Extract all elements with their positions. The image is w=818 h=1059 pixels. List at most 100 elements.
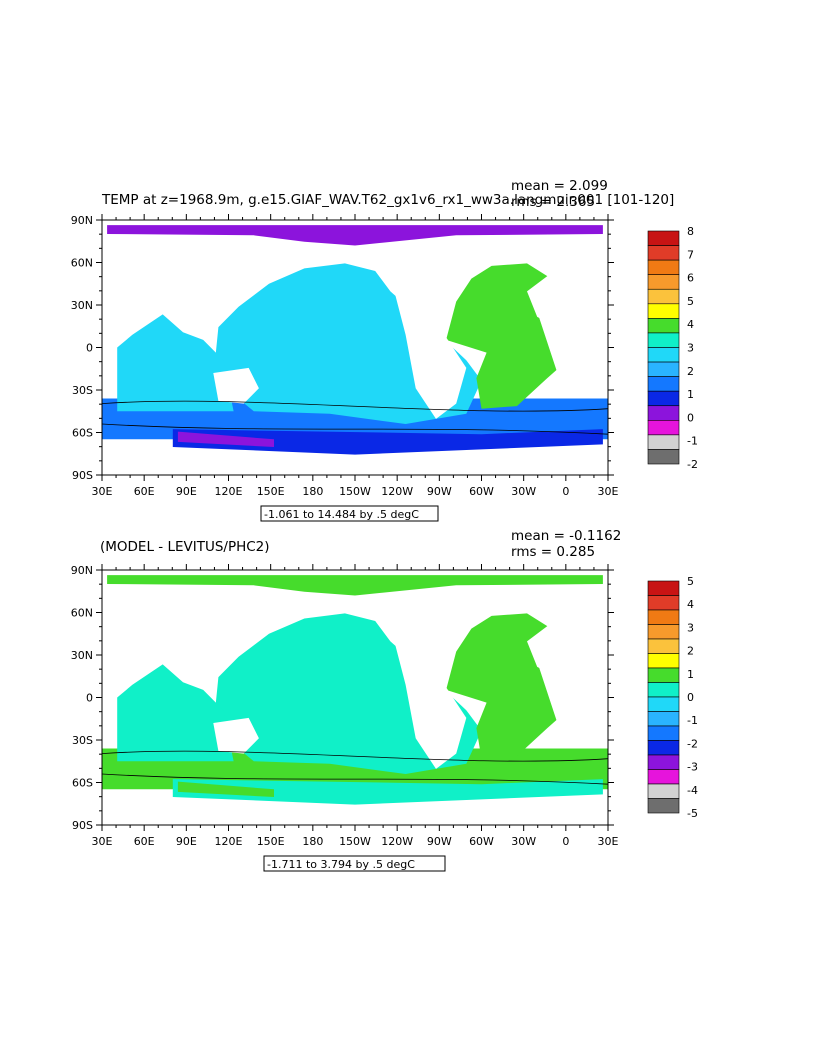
- lon-label: 120W: [381, 485, 413, 498]
- colorbar-swatch: [647, 274, 680, 290]
- lon-label: 150E: [257, 485, 285, 498]
- atlantic-ocean-region: [446, 263, 573, 409]
- lat-label: 0: [86, 342, 93, 355]
- lat-label: 30N: [71, 649, 93, 662]
- colorbar-label: 8: [687, 225, 694, 238]
- colorbar-label: 2: [687, 645, 694, 658]
- rms-label: rms = 0.285: [511, 544, 595, 560]
- antarctic-region: [172, 429, 603, 455]
- colorbar-swatch: [647, 376, 680, 392]
- colorbar-label: 3: [687, 621, 694, 634]
- lon-label: 180: [302, 835, 323, 848]
- lat-label: 60S: [72, 777, 93, 790]
- colorbar-swatch: [647, 303, 680, 319]
- land-mask: [172, 600, 269, 672]
- colorbar-label: -2: [687, 458, 698, 471]
- lat-label: 90N: [71, 214, 93, 227]
- ocean-field: [102, 225, 608, 455]
- land-mask: [537, 646, 603, 729]
- colorbar-label: 4: [687, 318, 694, 331]
- colorbar-swatch: [647, 667, 680, 683]
- colorbar-swatch: [647, 332, 680, 348]
- colorbar-label: 1: [687, 668, 694, 681]
- colorbar-swatch: [647, 420, 680, 436]
- colorbar-swatch: [647, 405, 680, 421]
- colorbar-swatch: [647, 798, 680, 814]
- colorbar-label: 6: [687, 272, 694, 285]
- ocean-field: [102, 575, 608, 805]
- land-mask: [390, 265, 467, 419]
- lat-label: 90S: [72, 469, 93, 482]
- lon-label: 180: [302, 485, 323, 498]
- colorbar-label: 3: [687, 342, 694, 355]
- colorbar-swatch: [647, 595, 680, 611]
- colorbar-swatch: [647, 347, 680, 363]
- pacific-ocean-region: [213, 263, 482, 424]
- colorbar-swatch: [647, 390, 680, 407]
- lon-label: 120E: [215, 835, 243, 848]
- colorbar-swatch: [647, 580, 680, 596]
- colorbar-label: -5: [687, 807, 698, 820]
- contour-line: [102, 773, 608, 785]
- colorbar: 8 7 6 5 4 3 2 1 0 -1 -2: [647, 225, 698, 471]
- lon-label: 120W: [381, 835, 413, 848]
- colorbar-swatch: [647, 288, 680, 305]
- land-mask: [213, 367, 259, 404]
- colorbar-label: 5: [687, 295, 694, 308]
- colorbar-swatch: [647, 609, 680, 625]
- colorbar-swatch: [647, 449, 680, 465]
- lon-label: 90E: [176, 835, 197, 848]
- contour-line: [102, 423, 608, 435]
- lat-label: 30N: [71, 299, 93, 312]
- lon-label: 60E: [134, 835, 155, 848]
- pacific-ocean-region: [213, 613, 482, 774]
- lon-label: 150E: [257, 835, 285, 848]
- colorbar-label: 2: [687, 365, 694, 378]
- arctic-ocean-region: [107, 225, 603, 246]
- indian-ocean-region: [117, 664, 234, 762]
- land-mask: [102, 265, 183, 333]
- lat-label: 90N: [71, 564, 93, 577]
- colorbar-swatch: [647, 653, 680, 669]
- colorbar-swatch: [647, 230, 680, 246]
- panel-title: (MODEL - LEVITUS/PHC2): [100, 539, 270, 555]
- lon-label: 30W: [511, 485, 536, 498]
- lon-label: 30E: [92, 835, 113, 848]
- colorbar-label: 7: [687, 248, 694, 261]
- colorbar-swatch: [647, 696, 680, 712]
- colorbar-label: -3: [687, 761, 698, 774]
- lon-label: 60E: [134, 485, 155, 498]
- colorbar-label: -1: [687, 435, 698, 448]
- range-label: -1.061 to 14.484 by .5 degC: [264, 508, 419, 521]
- lon-label: 150W: [339, 835, 371, 848]
- lat-label: 60N: [71, 607, 93, 620]
- lon-label: 90W: [427, 485, 452, 498]
- atlantic-ocean-region: [446, 613, 573, 759]
- land-mask: [390, 615, 467, 769]
- lon-label: 150W: [339, 485, 371, 498]
- mean-label: mean = 2.099: [511, 178, 608, 194]
- colorbar-swatch: [647, 754, 680, 770]
- contour-line: [102, 750, 608, 762]
- colorbar-swatch: [647, 361, 680, 377]
- colorbar-label: -1: [687, 714, 698, 727]
- lon-label: 30E: [92, 485, 113, 498]
- lat-label: 60S: [72, 427, 93, 440]
- colorbar-swatch: [647, 245, 680, 261]
- lon-label: 30W: [511, 835, 536, 848]
- lat-label: 30S: [72, 734, 93, 747]
- colorbar-swatch: [647, 783, 680, 799]
- mean-label: mean = -0.1162: [511, 528, 621, 544]
- land-mask: [172, 250, 269, 322]
- lon-label: 30E: [598, 485, 619, 498]
- lon-label: 120E: [215, 485, 243, 498]
- colorbar-swatch: [647, 318, 680, 334]
- colorbar-swatch: [647, 624, 680, 640]
- colorbar-label: -2: [687, 737, 698, 750]
- colorbar-swatch: [647, 434, 680, 450]
- lon-label: 0: [562, 835, 569, 848]
- lon-label: 60W: [469, 835, 494, 848]
- map-panel-2: (MODEL - LEVITUS/PHC2) mean = -0.1162rms …: [71, 528, 698, 872]
- arctic-ocean-region: [107, 575, 603, 596]
- colorbar-label: 0: [687, 691, 694, 704]
